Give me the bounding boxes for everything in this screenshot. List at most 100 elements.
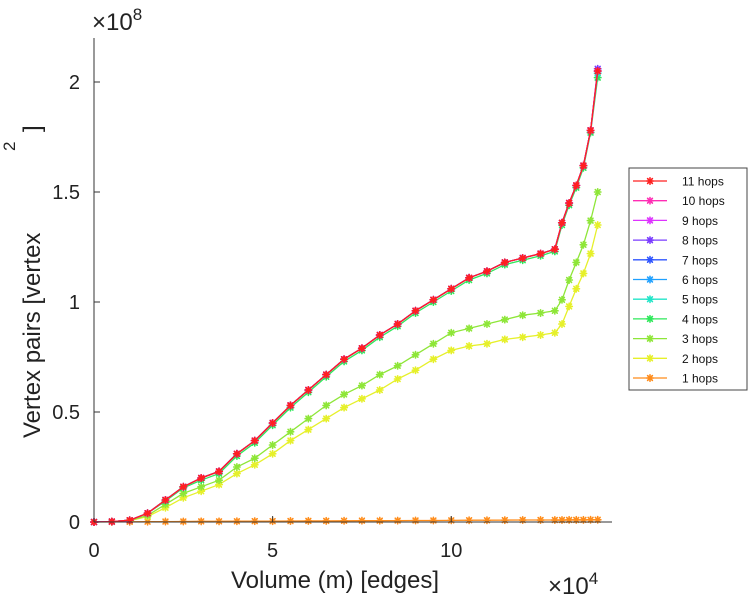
data-point <box>304 516 313 525</box>
data-point-d2 <box>323 371 330 378</box>
data-point <box>286 436 295 445</box>
data-point <box>550 328 559 337</box>
legend-marker-d2 <box>646 335 654 342</box>
legend-marker <box>645 354 655 363</box>
data-point-d2 <box>233 463 241 471</box>
data-point-d2 <box>565 303 573 310</box>
data-point <box>215 517 224 526</box>
data-point <box>465 324 474 333</box>
y-axis-label-superscript: 2 <box>0 142 19 151</box>
data-point <box>393 361 402 370</box>
data-point-d2 <box>394 320 401 328</box>
data-point <box>500 258 509 267</box>
data-point-d2 <box>465 325 473 332</box>
data-point-d2 <box>483 340 491 348</box>
data-point-d2 <box>305 426 312 433</box>
data-point <box>357 394 366 403</box>
data-point-d2 <box>519 254 526 262</box>
data-point <box>411 366 420 375</box>
data-point-d2 <box>519 333 526 341</box>
data-point <box>250 517 259 526</box>
data-point-d2 <box>565 199 573 207</box>
legend-marker-d2 <box>646 295 654 303</box>
data-point <box>322 516 331 525</box>
data-point-d2 <box>323 402 330 409</box>
data-point <box>500 335 509 344</box>
data-point-d2 <box>340 355 348 363</box>
data-point-d2 <box>305 415 312 422</box>
data-point-d2 <box>358 395 366 403</box>
series-9-hops <box>90 67 602 527</box>
series-2-hops <box>90 221 602 527</box>
data-point-d2 <box>430 355 437 363</box>
data-point <box>482 339 491 348</box>
data-point-d2 <box>340 391 348 398</box>
data-point <box>557 218 566 227</box>
x-exponent-label: ×104 <box>548 569 598 600</box>
data-point <box>393 319 402 329</box>
data-point-d2 <box>573 259 580 266</box>
data-point-d2 <box>580 270 587 277</box>
data-point <box>565 199 574 207</box>
data-point <box>579 240 588 249</box>
data-point <box>411 516 420 525</box>
data-point-d2 <box>358 344 366 352</box>
series-6-hops <box>90 67 602 527</box>
data-point <box>232 517 241 526</box>
data-point <box>579 269 588 278</box>
data-point-d2 <box>287 437 294 444</box>
legend-marker <box>645 275 655 284</box>
series-line <box>93 70 599 523</box>
data-point <box>286 401 295 410</box>
data-point-d2 <box>594 516 601 524</box>
data-point-d2 <box>197 518 205 525</box>
data-point-d2 <box>305 386 312 394</box>
data-point <box>579 161 588 170</box>
data-point-d2 <box>376 331 383 339</box>
data-point <box>393 374 402 384</box>
legend-item: 7 hops <box>633 253 718 267</box>
legend-marker <box>645 373 655 383</box>
data-point-d2 <box>215 481 223 488</box>
legend-marker <box>645 314 655 323</box>
data-point-d2 <box>594 67 601 75</box>
data-point-d2 <box>501 336 509 343</box>
data-point-d2 <box>180 483 187 491</box>
data-point <box>304 414 313 423</box>
legend-item: 6 hops <box>633 273 718 287</box>
data-point <box>550 245 559 254</box>
data-point <box>557 319 566 329</box>
data-point-d2 <box>537 250 544 257</box>
data-point <box>179 489 188 498</box>
legend-label: 6 hops <box>682 273 718 287</box>
series-7-hops <box>90 67 602 527</box>
legend-marker <box>645 177 655 185</box>
legend-label: 2 hops <box>682 352 718 366</box>
data-point <box>340 390 349 399</box>
legend-item: 1 hops <box>633 372 718 386</box>
data-point-d2 <box>412 351 419 359</box>
legend-marker-d2 <box>646 315 654 323</box>
data-point <box>304 385 313 395</box>
data-point <box>357 381 366 390</box>
data-point-d2 <box>558 296 566 304</box>
data-point <box>286 427 295 436</box>
data-point <box>197 517 206 526</box>
data-point <box>572 181 581 190</box>
data-point-d2 <box>180 490 187 497</box>
axes: 0 5 10 0 0.5 1 1.5 2 <box>52 38 612 562</box>
legend-label: 10 hops <box>682 194 725 208</box>
data-point <box>586 216 595 225</box>
data-point <box>500 315 509 324</box>
legend-marker <box>645 295 655 304</box>
data-point-d2 <box>587 217 594 224</box>
data-point <box>565 302 574 311</box>
legend-item: 10 hops <box>633 194 725 208</box>
series-5-hops <box>90 69 602 527</box>
data-point <box>340 355 349 364</box>
y-tick-label: 1 <box>69 292 80 314</box>
data-point <box>340 403 349 412</box>
data-point <box>143 509 152 518</box>
y-tick-label: 0 <box>69 512 80 534</box>
data-point <box>268 449 277 458</box>
